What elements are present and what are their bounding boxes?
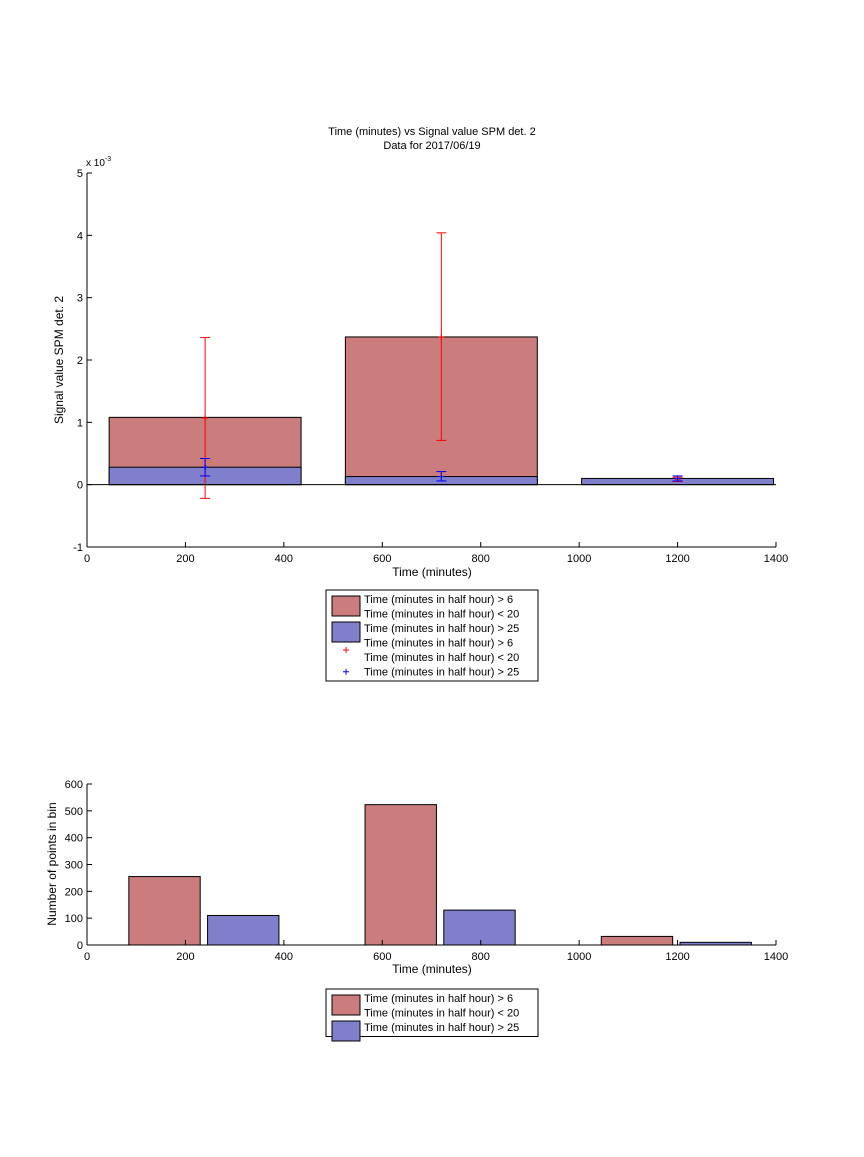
legend-label: Time (minutes in half hour) > 25: [364, 623, 519, 635]
x-tick-label: 1200: [665, 951, 689, 963]
bar: [128, 876, 201, 946]
legend-label: Time (minutes in half hour) < 20: [364, 1008, 519, 1020]
y-tick-label: 0: [77, 480, 83, 492]
legend-entry: Time (minutes in half hour) > 25: [331, 1020, 519, 1042]
legend-swatch: [331, 621, 361, 643]
x-tick-label: 0: [84, 553, 90, 565]
legend-swatch: [331, 994, 361, 1016]
error-bar: [436, 471, 447, 482]
y-tick-label: 400: [65, 833, 83, 845]
x-tick-label: 600: [373, 951, 391, 963]
legend-label: Time (minutes in half hour) > 6: [364, 594, 513, 606]
x-tick-label: 1000: [567, 951, 591, 963]
y-axis-label: Number of points in bin: [45, 802, 59, 925]
legend-label: Time (minutes in half hour) > 25: [364, 667, 519, 679]
chart-subtitle: Data for 2017/06/19: [383, 140, 480, 152]
legend-entry: Time (minutes in half hour) > 6 Time (min…: [331, 993, 519, 1020]
bar: [207, 914, 280, 946]
legend-entry: Time (minutes in half hour) > 6 Time (min…: [331, 594, 519, 621]
x-axis-label: Time (minutes): [392, 962, 472, 976]
y-tick-label: 5: [77, 168, 83, 180]
legend-entry: Time (minutes in half hour) > 25: [331, 621, 519, 643]
legend-box: [325, 988, 539, 1037]
y-tick-label: 500: [65, 806, 83, 818]
count-chart: 0 200 400 600 800 1000 1200 1400 0 100 200 300 400 50…: [45, 779, 788, 1042]
y-tick-label: 600: [65, 779, 83, 791]
legend-label: Time (minutes in half hour) > 6: [364, 638, 513, 650]
y-tick-label: 0: [77, 940, 83, 952]
y-tick-label: 100: [65, 913, 83, 925]
legend-label: Time (minutes in half hour) > 6: [364, 993, 513, 1005]
x-tick-label: 1400: [764, 553, 788, 565]
error-bar: [436, 232, 447, 441]
x-tick-label: 1400: [764, 951, 788, 963]
bar: [600, 935, 674, 946]
bar: [443, 909, 516, 946]
error-bar: [672, 475, 683, 482]
y-tick-label: 200: [65, 886, 83, 898]
x-tick-label: 0: [84, 951, 90, 963]
signal-chart: Time (minutes) vs Signal value SPM det. …: [52, 126, 788, 682]
y-tick-label: 3: [77, 293, 83, 305]
x-tick-label: 200: [176, 553, 194, 565]
y-tick-label: 300: [65, 860, 83, 872]
legend: Time (minutes in half hour) > 6 Time (min…: [325, 589, 539, 682]
x-tick-label: 600: [373, 553, 391, 565]
legend-label: Time (minutes in half hour) < 20: [364, 609, 519, 621]
y-exponent-label: x 10-3: [86, 156, 111, 169]
x-tick-label: 1000: [567, 553, 591, 565]
error-bar: [200, 457, 211, 477]
legend-label: Time (minutes in half hour) > 25: [364, 1022, 519, 1034]
y-tick-label: -1: [73, 542, 83, 554]
y-tick-label: 1: [77, 417, 83, 429]
x-tick-label: 800: [472, 553, 490, 565]
legend-entry: Time (minutes in half hour) > 25: [343, 667, 519, 679]
legend: Time (minutes in half hour) > 6 Time (min…: [325, 988, 539, 1042]
legend-swatch: [331, 595, 361, 617]
y-tick-label: 2: [77, 355, 83, 367]
x-tick-label: 400: [275, 951, 293, 963]
legend-entry: Time (minutes in half hour) > 6 Time (min…: [343, 638, 519, 664]
x-tick-label: 400: [275, 553, 293, 565]
y-tick-label: 4: [77, 230, 83, 242]
legend-label: Time (minutes in half hour) < 20: [364, 652, 519, 664]
x-tick-label: 200: [176, 951, 194, 963]
chart-title: Time (minutes) vs Signal value SPM det. …: [328, 126, 535, 138]
y-axis-label: Signal value SPM det. 2: [52, 296, 66, 424]
x-axis-label: Time (minutes): [392, 565, 472, 579]
x-tick-label: 1200: [665, 553, 689, 565]
x-tick-label: 800: [472, 951, 490, 963]
legend-swatch: [331, 1020, 361, 1042]
bar: [364, 804, 437, 946]
legend-box: [325, 589, 539, 682]
